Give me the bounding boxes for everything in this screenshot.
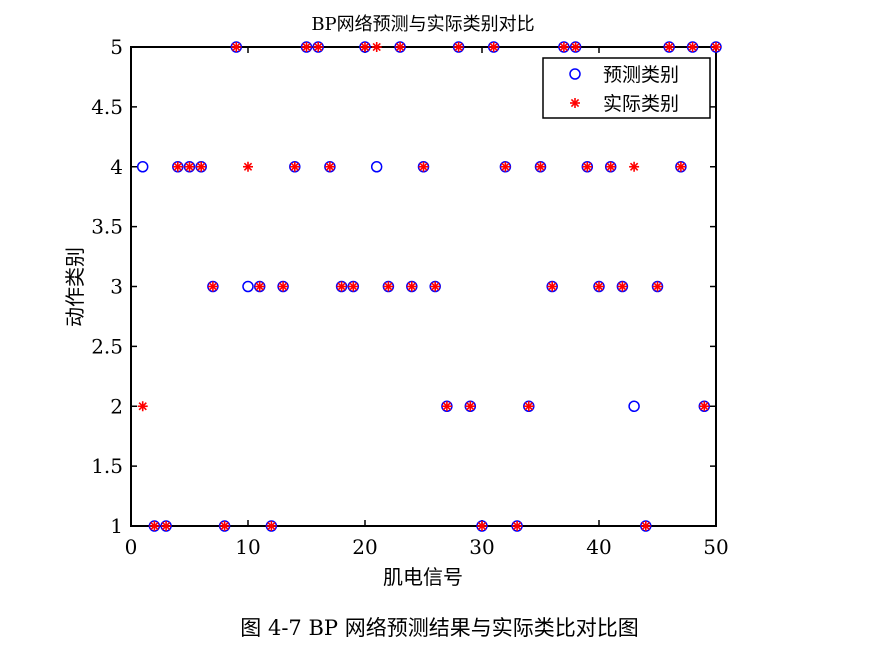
actual-point bbox=[418, 161, 429, 172]
y-axis-label: 动作类别 bbox=[63, 247, 87, 327]
predicted-point bbox=[242, 280, 254, 293]
x-tick-label: 0 bbox=[125, 535, 138, 559]
predicted-point bbox=[136, 161, 149, 173]
legend-marker-star bbox=[570, 98, 580, 108]
plot-area bbox=[130, 46, 717, 527]
actual-point bbox=[219, 521, 230, 531]
x-tick-label: 50 bbox=[703, 535, 728, 559]
actual-point bbox=[582, 161, 593, 172]
actual-point bbox=[301, 42, 312, 52]
data-markers bbox=[136, 41, 722, 532]
figure-caption: 图 4-7 BP 网络预测结果与实际类比对比图 bbox=[240, 616, 639, 640]
actual-point bbox=[675, 161, 686, 172]
actual-point bbox=[488, 42, 499, 52]
actual-point bbox=[711, 42, 721, 52]
actual-point bbox=[699, 401, 710, 412]
legend-label: 实际类别 bbox=[603, 93, 679, 115]
actual-point bbox=[395, 42, 406, 52]
y-tick-label: 1.5 bbox=[91, 454, 123, 478]
actual-point bbox=[243, 161, 253, 172]
y-tick-label: 2.5 bbox=[91, 334, 123, 358]
actual-point bbox=[512, 521, 523, 531]
axis-ticks: 0 10 20 30 40 50 1 1.5 2 2.5 3 3.5 4 4.5 5 bbox=[91, 35, 729, 559]
actual-point bbox=[441, 401, 452, 412]
chart-figure: BP网络预测与实际类别对比 0 10 20 30 40 50 1 1.5 2 2.5 3 3.5 4 4.… bbox=[63, 14, 729, 589]
actual-point bbox=[570, 42, 581, 52]
y-tick-label: 5 bbox=[110, 35, 123, 59]
actual-point bbox=[196, 161, 207, 172]
actual-point bbox=[605, 161, 616, 172]
actual-point bbox=[640, 521, 651, 531]
actual-point bbox=[664, 42, 675, 52]
legend-marker-circle bbox=[569, 68, 581, 80]
actual-point bbox=[406, 281, 417, 292]
actual-point bbox=[500, 161, 511, 172]
actual-point bbox=[161, 521, 172, 531]
actual-point bbox=[184, 161, 195, 172]
actual-point bbox=[172, 161, 183, 172]
predicted-point bbox=[628, 400, 640, 412]
actual-point bbox=[348, 281, 359, 292]
y-tick-label: 4 bbox=[110, 155, 123, 179]
y-tick-label: 3.5 bbox=[91, 215, 123, 239]
actual-point bbox=[558, 42, 569, 52]
actual-point bbox=[629, 161, 640, 172]
actual-point bbox=[535, 161, 546, 172]
legend-label: 预测类别 bbox=[603, 64, 679, 86]
actual-point bbox=[652, 281, 663, 292]
legend-box bbox=[542, 57, 711, 119]
actual-point bbox=[687, 42, 698, 52]
series-star bbox=[137, 42, 721, 531]
actual-point bbox=[453, 42, 464, 52]
predicted-point bbox=[370, 161, 383, 173]
actual-point bbox=[465, 401, 476, 412]
actual-point bbox=[360, 42, 370, 52]
actual-point bbox=[207, 281, 218, 292]
x-tick-label: 30 bbox=[469, 535, 494, 559]
actual-point bbox=[313, 42, 324, 52]
x-tick-label: 20 bbox=[352, 535, 377, 559]
actual-point bbox=[617, 281, 628, 292]
actual-point bbox=[430, 281, 441, 292]
actual-point bbox=[254, 281, 265, 292]
chart-svg: BP网络预测与实际类别对比 0 10 20 30 40 50 1 1.5 2 2.5 3 3.5 4 4.… bbox=[63, 14, 729, 589]
y-tick-label: 1 bbox=[110, 514, 123, 538]
actual-point bbox=[278, 281, 289, 292]
actual-point bbox=[289, 161, 300, 172]
actual-point bbox=[266, 521, 277, 531]
actual-point bbox=[371, 42, 382, 52]
chart-title: BP网络预测与实际类别对比 bbox=[311, 14, 534, 35]
actual-point bbox=[523, 401, 534, 412]
actual-point bbox=[149, 521, 160, 531]
actual-point bbox=[594, 281, 604, 292]
x-tick-label: 10 bbox=[235, 535, 260, 559]
x-tick-label: 40 bbox=[586, 535, 611, 559]
y-tick-label: 3 bbox=[110, 275, 123, 299]
actual-point bbox=[547, 281, 558, 292]
x-axis-label: 肌电信号 bbox=[383, 565, 463, 589]
actual-point bbox=[137, 401, 148, 412]
y-tick-label: 2 bbox=[110, 394, 123, 418]
actual-point bbox=[383, 281, 394, 292]
actual-point bbox=[477, 521, 487, 531]
actual-point bbox=[324, 161, 335, 172]
y-tick-label: 4.5 bbox=[91, 95, 123, 119]
actual-point bbox=[336, 281, 347, 292]
actual-point bbox=[231, 42, 242, 52]
